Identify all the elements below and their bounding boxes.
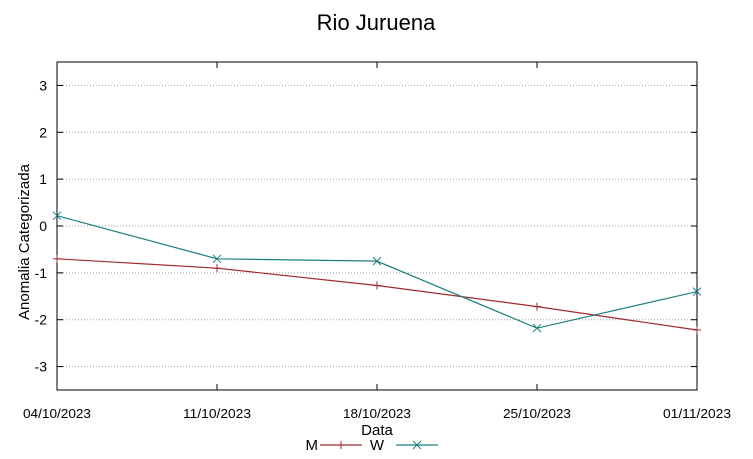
chart-title: Rio Juruena [317, 10, 436, 35]
y-axis-label: Anomalia Categorizada [16, 163, 33, 320]
data-point-m [373, 281, 381, 290]
legend-marker-w-b [412, 440, 422, 450]
legend-label-m: M [306, 437, 319, 454]
data-point-w-b [532, 323, 542, 333]
legend-swatch-w [396, 440, 438, 450]
x-tick-label: 04/10/2023 [23, 406, 91, 421]
data-point-w [372, 256, 382, 266]
x-tick-label: 18/10/2023 [343, 406, 411, 421]
data-point-w [532, 323, 542, 333]
legend: M W [306, 437, 438, 454]
plot-frame [56, 61, 698, 391]
data-point-m [693, 326, 701, 335]
series-line-w [56, 215, 698, 329]
data-point-w-b [212, 254, 222, 264]
data-point-m [213, 264, 221, 273]
legend-marker-w [412, 440, 422, 450]
y-tick-label: -3 [35, 359, 48, 375]
y-tick-label: -1 [35, 265, 48, 281]
y-tick-label: 2 [39, 124, 47, 140]
y-tick-label: 0 [39, 218, 47, 234]
series-w [52, 211, 702, 333]
data-point-m [53, 254, 61, 263]
data-point-m [533, 302, 541, 311]
data-point-w [692, 287, 702, 296]
legend-marker-m [337, 441, 345, 449]
x-axis-label: Data [361, 422, 393, 439]
x-tick-label: 01/11/2023 [663, 406, 731, 421]
y-axis-ticks: 3 2 1 0 -1 -2 -3 [35, 77, 697, 375]
data-point-w-b [692, 287, 702, 296]
series [52, 211, 702, 335]
legend-label-w: W [370, 437, 385, 454]
x-axis-ticks: 04/10/2023 11/10/2023 18/10/2023 25/10/2023… [23, 62, 731, 421]
series-m [53, 254, 701, 335]
x-tick-label: 25/10/2023 [503, 406, 571, 421]
y-tick-label: 3 [39, 77, 47, 93]
data-point-w [52, 211, 62, 221]
legend-swatch-m [320, 441, 362, 449]
data-point-w-b [372, 256, 382, 266]
y-tick-label: -2 [35, 312, 48, 328]
grid [57, 84, 697, 368]
data-point-w-b [52, 211, 62, 221]
data-point-w [212, 254, 222, 264]
x-tick-label: 11/10/2023 [183, 406, 251, 421]
y-tick-label: 1 [39, 171, 47, 187]
